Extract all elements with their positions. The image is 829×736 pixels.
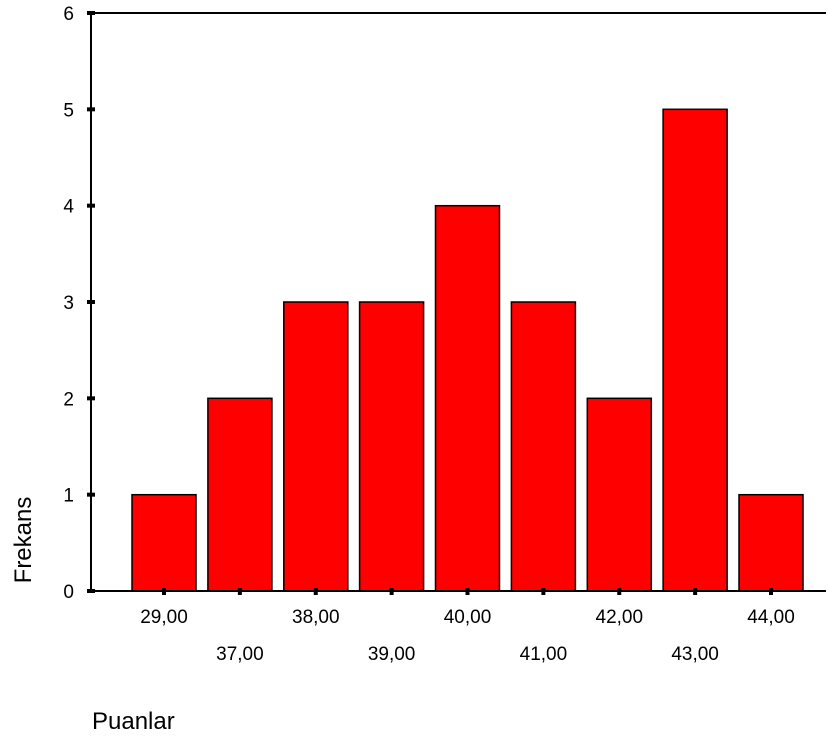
bars-group — [131, 108, 804, 592]
x-tick-label: 41,00 — [520, 644, 568, 665]
y-tick-label: 5 — [63, 100, 74, 121]
tick-labels-group: 0 1 2 3 4 5 6 29,00 37,00 38,00 39,00 40,00 41,00 42,… — [63, 4, 794, 665]
bar-44,00 — [738, 493, 804, 592]
y-axis-title: Frekans — [10, 497, 37, 584]
y-tick-label: 4 — [63, 197, 74, 218]
y-tick-label: 3 — [63, 293, 74, 314]
axes-group — [87, 11, 826, 595]
bar-39,00 — [358, 301, 425, 592]
x-tick-label: 42,00 — [596, 607, 644, 628]
bar-38,00 — [283, 301, 349, 592]
y-tick-label: 0 — [63, 582, 74, 603]
y-tick-label: 1 — [63, 486, 74, 507]
bar-40,00 — [434, 204, 501, 592]
x-tick-label: 37,00 — [216, 644, 264, 665]
x-tick-label: 29,00 — [140, 607, 188, 628]
y-tick-label: 6 — [63, 4, 74, 25]
y-tick-label: 2 — [63, 389, 74, 410]
bar-37,00 — [207, 397, 273, 592]
x-axis-title: Puanlar — [92, 708, 175, 735]
x-tick-label: 40,00 — [444, 607, 492, 628]
x-tick-label: 39,00 — [368, 644, 416, 665]
bar-43,00 — [662, 108, 728, 592]
bar-42,00 — [586, 397, 653, 592]
bar-41,00 — [510, 301, 577, 592]
x-tick-label: 38,00 — [292, 607, 340, 628]
x-tick-label: 44,00 — [747, 607, 795, 628]
x-tick-label: 43,00 — [671, 644, 719, 665]
bar-29,00 — [131, 493, 197, 592]
